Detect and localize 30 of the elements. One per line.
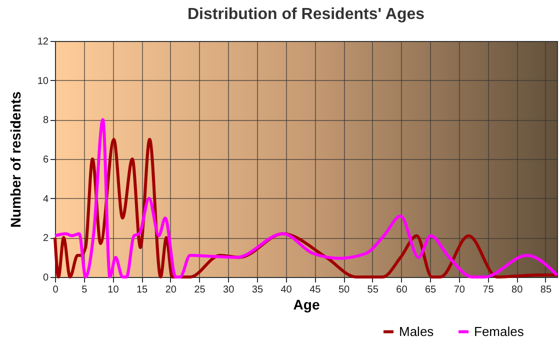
x-tick-label: 85 [540, 284, 552, 296]
x-tick-label: 30 [223, 284, 235, 296]
x-tick-label: 40 [280, 284, 292, 296]
chart-title: Distribution of Residents' Ages [187, 6, 425, 23]
y-tick-label: 4 [42, 194, 49, 205]
x-tick-label: 5 [82, 284, 88, 296]
y-axis-title: Number of residents [7, 91, 24, 228]
x-tick-label: 80 [512, 284, 524, 296]
x-tick-label: 60 [396, 284, 408, 296]
legend-label: Males [399, 324, 434, 339]
y-tick-label: 6 [42, 154, 49, 166]
y-tick-label: 10 [37, 76, 49, 87]
y-tick-label: 0 [42, 272, 49, 284]
y-tick-label: 12 [37, 36, 49, 48]
x-tick-label: 70 [454, 284, 466, 296]
x-tick-label: 45 [310, 284, 322, 296]
x-tick-label: 75 [482, 284, 494, 296]
x-tick-label: 25 [194, 284, 206, 296]
y-tick-label: 2 [42, 233, 49, 244]
x-tick-label: 50 [338, 284, 350, 296]
x-tick-label: 65 [424, 284, 437, 296]
y-tick-label: 8 [42, 115, 49, 126]
x-tick-label: 10 [108, 284, 120, 296]
x-tick-label: 20 [165, 284, 177, 296]
x-tick-label: 0 [52, 284, 59, 296]
x-tick-label: 55 [367, 284, 379, 296]
x-tick-label: 15 [136, 284, 148, 296]
legend-label: Females [474, 324, 524, 339]
x-tick-label: 35 [252, 284, 264, 296]
x-axis-title: Age [293, 296, 320, 312]
